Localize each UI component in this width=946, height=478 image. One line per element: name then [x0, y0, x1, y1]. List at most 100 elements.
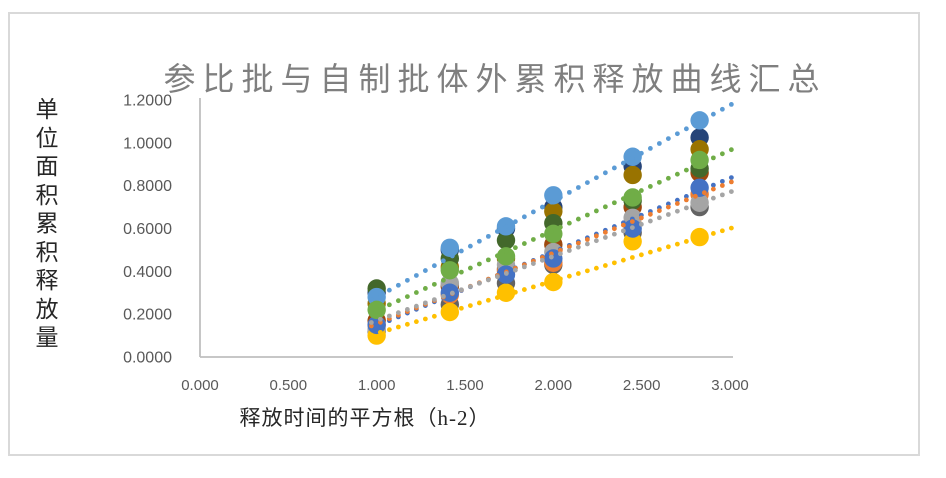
trend-dot-green	[647, 184, 653, 189]
trend-dot-light-blue	[665, 136, 671, 142]
data-point-yellow	[690, 227, 709, 247]
trend-dot-orange	[620, 222, 626, 228]
data-point-green	[367, 300, 386, 320]
trend-dot-yellow	[485, 297, 491, 303]
trend-dot-light-blue	[683, 126, 689, 132]
trend-dot-gray	[503, 271, 509, 276]
trend-dot-orange	[566, 244, 572, 250]
trend-dot-green	[557, 224, 563, 230]
trend-dot-green	[638, 188, 644, 193]
trend-dot-yellow	[386, 327, 392, 333]
trend-dot-green	[656, 179, 662, 185]
trend-dot-green	[476, 261, 482, 267]
data-point-dark-yellow	[623, 165, 642, 185]
trend-dot-gray	[521, 264, 527, 270]
trend-dot-gray	[494, 274, 500, 280]
trend-dot-blue	[683, 194, 689, 199]
trend-dot-gray	[404, 307, 410, 312]
trend-dot-yellow	[620, 257, 626, 263]
trend-dot-green	[530, 237, 536, 242]
data-point-green	[496, 247, 516, 266]
trend-dot-yellow	[503, 292, 509, 298]
trend-dot-green	[665, 175, 671, 181]
trend-dot-yellow	[647, 249, 653, 255]
y-tick-label: 0.4000	[123, 264, 172, 281]
trend-dot-orange	[674, 201, 680, 206]
trend-dot-orange	[629, 219, 635, 224]
trend-dot-gray	[485, 277, 491, 283]
trend-dot-yellow	[395, 324, 401, 330]
trend-dot-orange	[611, 226, 617, 232]
trend-dot-gray	[458, 287, 464, 293]
data-point-dark-green	[496, 231, 516, 250]
trend-dot-light-blue	[674, 131, 680, 137]
data-point-blue	[544, 249, 563, 268]
trend-dot-blue	[701, 186, 707, 192]
trend-dot-green	[377, 306, 383, 312]
trend-dot-gray	[719, 192, 725, 198]
trend-dot-gray	[413, 303, 419, 309]
y-tick-label: 1.2000	[123, 93, 172, 110]
y-tick-label: 0.8000	[123, 178, 172, 195]
data-point-green	[440, 261, 460, 280]
data-point-green	[623, 188, 642, 207]
y-axis-title: 单位面积累积释放量	[35, 97, 59, 350]
trend-dot-blue	[728, 175, 734, 180]
x-tick-label: 2.500	[623, 377, 661, 394]
trend-dot-light-blue	[413, 273, 419, 278]
trend-dot-light-blue	[458, 248, 464, 254]
trend-dot-orange	[557, 247, 563, 253]
trend-dot-gray	[467, 284, 473, 289]
trend-dot-light-blue	[575, 185, 581, 190]
trend-dot-blue	[674, 197, 680, 203]
trend-dot-gray	[683, 205, 689, 211]
x-tick-label: 0.000	[181, 377, 219, 394]
data-point-light-blue	[440, 238, 460, 257]
x-tick-label: 1.500	[446, 377, 484, 394]
trend-dot-gray	[656, 215, 662, 221]
trend-dot-light-blue	[431, 263, 437, 269]
trend-dot-light-blue	[710, 111, 716, 117]
trend-dot-green	[674, 171, 680, 177]
trend-dot-gray	[629, 225, 635, 230]
trend-dot-green	[467, 265, 473, 271]
trend-dot-green	[629, 192, 635, 197]
trend-dot-gray	[620, 228, 626, 234]
trend-dot-light-blue	[593, 175, 599, 181]
trend-dot-green	[539, 232, 545, 238]
trend-dot-yellow	[449, 308, 455, 314]
trend-dot-green	[602, 204, 608, 210]
trend-dot-green	[449, 273, 455, 279]
y-tick-label: 1.0000	[123, 135, 172, 152]
trend-dot-light-blue	[638, 150, 644, 156]
trend-dot-yellow	[368, 332, 374, 338]
y-tick-label: 0.2000	[123, 307, 172, 324]
trend-dot-yellow	[548, 279, 554, 284]
data-point-yellow	[440, 302, 460, 322]
trend-dot-green	[728, 147, 734, 153]
trend-dot-green	[566, 220, 572, 226]
trend-dot-light-blue	[692, 121, 698, 127]
trend-dot-green	[683, 167, 689, 173]
trend-dot-light-blue	[620, 160, 626, 166]
trend-dot-light-blue	[368, 297, 374, 303]
trend-dot-yellow	[710, 231, 716, 236]
trend-dot-green	[503, 249, 509, 255]
trend-dot-gray	[476, 280, 482, 286]
trend-dot-gray	[539, 257, 545, 263]
trend-dot-yellow	[431, 313, 437, 319]
trend-dot-green	[440, 277, 446, 283]
trend-dot-gray	[584, 241, 590, 247]
trend-dot-gray	[386, 313, 392, 319]
x-tick-label: 0.500	[270, 377, 308, 394]
trend-dot-light-blue	[440, 258, 446, 264]
trend-dot-yellow	[719, 228, 725, 234]
trend-dot-green	[485, 257, 491, 263]
trend-dot-yellow	[593, 265, 599, 271]
trend-dot-light-blue	[467, 243, 473, 249]
trend-dot-orange	[656, 208, 662, 214]
trend-dot-gray	[377, 316, 383, 322]
trend-dot-yellow	[638, 252, 644, 258]
